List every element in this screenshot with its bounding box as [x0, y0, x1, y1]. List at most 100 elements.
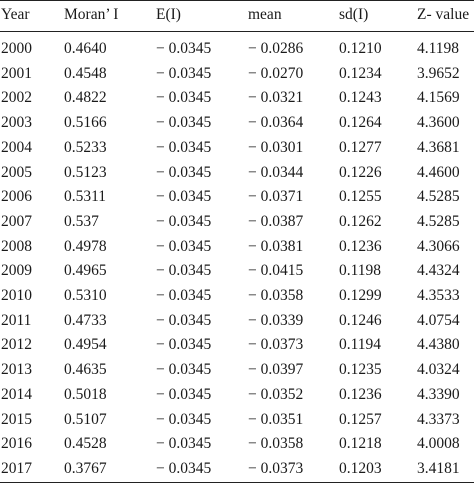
- table-row: 2017 0.3767 − 0.0345 − 0.0373 0.1203 3.4181: [0, 457, 474, 481]
- cell-morans-i: 0.5107: [64, 410, 107, 428]
- cell-morans-i: 0.5233: [64, 138, 107, 156]
- cell-sd-i: 0.1236: [339, 385, 382, 403]
- table-row: 2000 0.4640 − 0.0345 − 0.0286 0.1210 4.1198: [0, 37, 474, 61]
- cell-year: 2008: [1, 237, 32, 255]
- cell-sd-i: 0.1203: [339, 459, 382, 477]
- cell-sd-i: 0.1218: [339, 435, 382, 453]
- cell-mean: − 0.0286: [248, 40, 304, 57]
- cell-z-value: 3.9652: [417, 64, 460, 82]
- cell-year: 2004: [1, 138, 32, 156]
- cell-sd-i: 0.1246: [339, 311, 382, 329]
- cell-year: 2013: [1, 361, 32, 379]
- cell-morans-i: 0.4528: [64, 435, 107, 453]
- table-bottom-rule: [0, 482, 474, 483]
- cell-sd-i: 0.1277: [339, 138, 382, 156]
- table-row: 2002 0.4822 − 0.0345 − 0.0321 0.1243 4.1569: [0, 86, 474, 110]
- cell-z-value: 4.1198: [417, 40, 460, 57]
- cell-z-value: 4.3390: [417, 385, 460, 403]
- cell-expected-i: − 0.0345: [156, 435, 212, 453]
- cell-morans-i: 0.4733: [64, 311, 107, 329]
- table-header-rule: [0, 31, 474, 32]
- table-row: 2001 0.4548 − 0.0345 − 0.0270 0.1234 3.9652: [0, 62, 474, 86]
- cell-year: 2017: [1, 459, 32, 477]
- header-year: Year: [1, 6, 30, 23]
- cell-mean: − 0.0415: [248, 262, 304, 280]
- cell-sd-i: 0.1236: [339, 237, 382, 255]
- cell-sd-i: 0.1257: [339, 410, 382, 428]
- cell-year: 2014: [1, 385, 32, 403]
- header-mean: mean: [248, 6, 282, 23]
- cell-z-value: 4.1569: [417, 89, 460, 107]
- cell-mean: − 0.0344: [248, 163, 304, 181]
- cell-year: 2007: [1, 212, 32, 230]
- cell-sd-i: 0.1226: [339, 163, 382, 181]
- cell-z-value: 4.3681: [417, 138, 460, 156]
- table-row: 2006 0.5311 − 0.0345 − 0.0371 0.1255 4.5285: [0, 185, 474, 209]
- cell-mean: − 0.0301: [248, 138, 304, 156]
- cell-expected-i: − 0.0345: [156, 89, 212, 107]
- cell-mean: − 0.0351: [248, 410, 304, 428]
- cell-mean: − 0.0270: [248, 64, 304, 82]
- cell-morans-i: 0.5310: [64, 287, 107, 304]
- cell-year: 2006: [1, 188, 32, 206]
- cell-year: 2012: [1, 336, 32, 354]
- cell-morans-i: 0.5311: [64, 188, 107, 206]
- cell-expected-i: − 0.0345: [156, 237, 212, 255]
- cell-z-value: 4.4600: [417, 163, 460, 181]
- table-row: 2003 0.5166 − 0.0345 − 0.0364 0.1264 4.3600: [0, 111, 474, 135]
- cell-mean: − 0.0397: [248, 361, 304, 379]
- cell-z-value: 4.0324: [417, 361, 460, 379]
- cell-morans-i: 0.4978: [64, 237, 107, 255]
- cell-sd-i: 0.1262: [339, 212, 382, 230]
- cell-expected-i: − 0.0345: [156, 188, 212, 206]
- table-row: 2014 0.5018 − 0.0345 − 0.0352 0.1236 4.3390: [0, 383, 474, 407]
- table-row: 2012 0.4954 − 0.0345 − 0.0373 0.1194 4.4380: [0, 333, 474, 357]
- cell-z-value: 4.5285: [417, 212, 460, 230]
- cell-expected-i: − 0.0345: [156, 336, 212, 354]
- cell-morans-i: 0.5123: [64, 163, 107, 181]
- cell-z-value: 4.5285: [417, 188, 460, 206]
- cell-morans-i: 0.3767: [64, 459, 107, 477]
- cell-z-value: 4.3066: [417, 237, 460, 255]
- cell-z-value: 4.0008: [417, 435, 460, 453]
- header-morans-i: Moran’ I: [64, 6, 119, 23]
- cell-year: 2003: [1, 114, 32, 132]
- cell-year: 2009: [1, 262, 32, 280]
- header-z-value: Z- value: [417, 6, 470, 23]
- table-row: 2010 0.5310 − 0.0345 − 0.0358 0.1299 4.3533: [0, 284, 474, 308]
- cell-sd-i: 0.1264: [339, 114, 382, 132]
- cell-year: 2016: [1, 435, 32, 453]
- table-row: 2004 0.5233 − 0.0345 − 0.0301 0.1277 4.3681: [0, 136, 474, 160]
- cell-expected-i: − 0.0345: [156, 114, 212, 132]
- cell-sd-i: 0.1234: [339, 64, 382, 82]
- cell-morans-i: 0.4954: [64, 336, 107, 354]
- table-row: 2013 0.4635 − 0.0345 − 0.0397 0.1235 4.0324: [0, 358, 474, 382]
- cell-mean: − 0.0339: [248, 311, 304, 329]
- cell-mean: − 0.0373: [248, 459, 304, 477]
- cell-sd-i: 0.1299: [339, 287, 382, 304]
- cell-morans-i: 0.4635: [64, 361, 107, 379]
- cell-mean: − 0.0321: [248, 89, 304, 107]
- cell-year: 2001: [1, 64, 32, 82]
- cell-sd-i: 0.1235: [339, 361, 382, 379]
- cell-mean: − 0.0358: [248, 287, 304, 304]
- table-row: 2005 0.5123 − 0.0345 − 0.0344 0.1226 4.4600: [0, 161, 474, 185]
- cell-sd-i: 0.1198: [339, 262, 382, 280]
- cell-expected-i: − 0.0345: [156, 212, 212, 230]
- cell-z-value: 4.3600: [417, 114, 460, 132]
- cell-mean: − 0.0352: [248, 385, 304, 403]
- cell-morans-i: 0.5166: [64, 114, 107, 132]
- cell-mean: − 0.0364: [248, 114, 304, 132]
- cell-expected-i: − 0.0345: [156, 410, 212, 428]
- cell-year: 2002: [1, 89, 32, 107]
- header-sd-i: sd(I): [339, 6, 369, 23]
- cell-sd-i: 0.1210: [339, 40, 382, 57]
- header-expected-i: E(I): [156, 6, 181, 23]
- cell-sd-i: 0.1243: [339, 89, 382, 107]
- table-top-rule: [0, 0, 474, 1]
- cell-expected-i: − 0.0345: [156, 138, 212, 156]
- cell-year: 2015: [1, 410, 32, 428]
- cell-morans-i: 0.4822: [64, 89, 107, 107]
- cell-z-value: 4.4380: [417, 336, 460, 354]
- cell-z-value: 4.0754: [417, 311, 460, 329]
